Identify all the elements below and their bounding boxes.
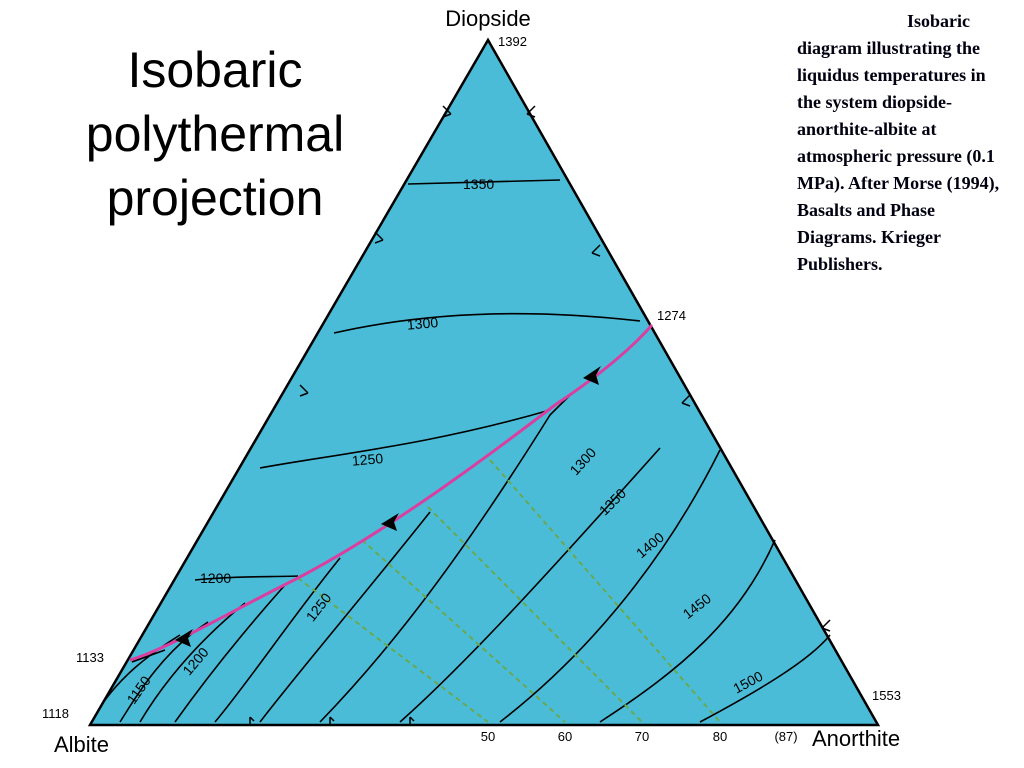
apex-diopside-label: Diopside [445,6,531,31]
isotherm-1150 [104,634,181,701]
edge-temp-1133: 1133 [76,650,104,665]
apex-albite-label: Albite [54,732,109,757]
isotherm-1250 [214,557,341,723]
isotherm-1200 [139,602,246,723]
isotherm-1225 [174,584,286,723]
figure-caption: Isobaric diagram illustrating the liquid… [797,11,1000,274]
isotherm-1350-diopside [407,179,561,185]
isotherm-1400 [499,449,721,723]
isotherm-label-1200-diopside: 1200 [200,570,231,586]
isotherm-label-1250-diopside: 1250 [351,450,384,469]
isotherm-1500 [699,634,831,723]
isotherm-label-1300-diopside: 1300 [406,314,439,333]
isotherm-1300-diopside [333,312,641,334]
tie-line-70 [427,506,643,723]
isotherm-1250-diopside [259,409,551,469]
isotherm-1200-diopside [194,575,299,581]
base-tick-50: 50 [481,729,495,744]
apex-anorthite-label: Anorthite [812,726,900,751]
ternary-triangle [87,37,881,727]
tie-line-60 [361,539,566,723]
tie-line-50 [297,577,489,723]
cotectic-arrow-upper [583,366,601,385]
tie-line-80 [489,459,721,723]
cotectic-extension [131,649,166,663]
base-tick-70: 70 [635,729,649,744]
isotherm-1275 [259,511,431,723]
base-tick-87: (87) [774,729,797,744]
cotectic-arrow-middle [381,513,399,531]
isotherm-label-1350-diopside: 1350 [463,176,494,192]
edge-ticks [249,105,831,725]
base-tick-60: 60 [558,729,572,744]
apex-albite-temp: 1118 [42,706,69,721]
apex-diopside-temp: 1392 [498,34,527,49]
isotherm-1450 [599,539,776,723]
base-tick-80: 80 [713,729,727,744]
slide-title: Isobaric polythermal projection [85,42,345,226]
cotectic-curve [129,324,654,662]
isotherm-1350 [399,447,661,723]
edge-temp-1274: 1274 [657,308,686,323]
cotectic-arrow-lower [175,629,193,647]
apex-anorthite-temp: 1553 [872,688,901,703]
